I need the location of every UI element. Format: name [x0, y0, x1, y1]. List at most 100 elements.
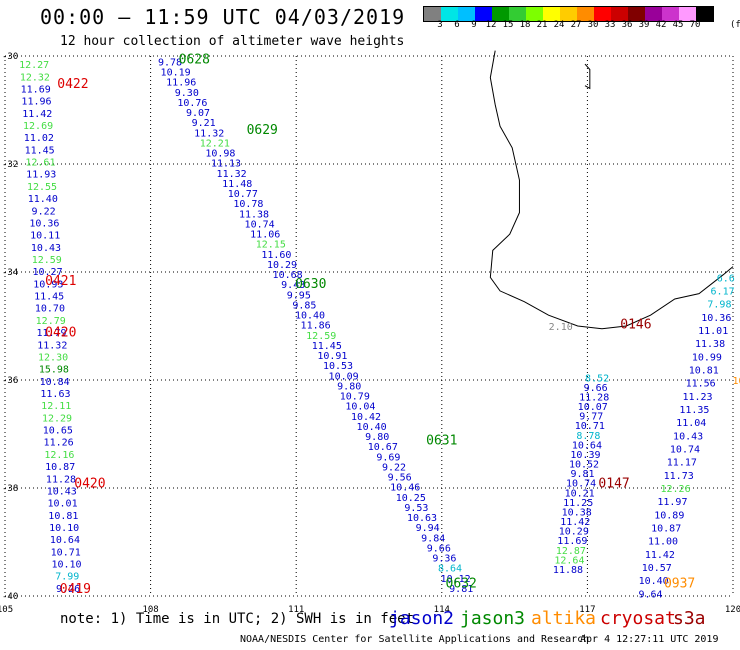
wave-height-value: 9.69: [376, 452, 400, 463]
wave-height-value: 11.00: [648, 537, 678, 548]
colorbar-tick: 15: [502, 20, 514, 30]
wave-height-value: 9.78: [158, 57, 182, 68]
wave-height-value: 11.38: [695, 339, 725, 350]
colorbar-swatch: [441, 7, 458, 21]
wave-height-value: 11.69: [557, 536, 587, 547]
latitude-label: -40: [2, 592, 18, 602]
wave-height-value: 9.43: [281, 280, 305, 291]
wave-height-value: 10.40: [295, 311, 325, 322]
wave-height-value: 9.26: [56, 584, 80, 595]
wave-height-value: 8.52: [585, 373, 609, 384]
wave-height-value: 10.81: [689, 366, 719, 377]
wave-height-value: 12.87: [556, 546, 586, 557]
wave-height-value: 12.26: [661, 484, 691, 495]
wave-height-value: 9.66: [427, 543, 451, 554]
wave-height-value: 10.81: [48, 511, 78, 522]
colorbar-swatch: [577, 7, 594, 21]
legend-s3a: s3a: [673, 608, 706, 629]
colorbar-tick: 27: [570, 20, 582, 30]
wave-height-value: 9.80: [337, 381, 361, 392]
wave-height-value: 9.30: [175, 88, 199, 99]
colorbar-swatch: [560, 7, 577, 21]
wave-height-value: 12.59: [306, 331, 336, 342]
wave-height-value: 12.61: [25, 158, 55, 169]
wave-height-value: 12.29: [42, 413, 72, 424]
colorbar-swatch: [475, 7, 492, 21]
wave-height-value: 11.23: [682, 392, 712, 403]
coastline: [489, 50, 734, 330]
colorbar-swatch: [679, 7, 696, 21]
wave-height-value: 9.66: [584, 383, 608, 394]
wave-height-value: 11.32: [217, 169, 247, 180]
wave-height-value: 11.96: [166, 78, 196, 89]
wave-height-value: 10.27: [32, 267, 62, 278]
latitude-label: -38: [2, 484, 18, 494]
colorbar-swatch: [526, 7, 543, 21]
pass-time-label: 0628: [179, 53, 210, 68]
wave-height-value: 11.32: [37, 340, 67, 351]
wave-height-value: 11.04: [676, 418, 706, 429]
colorbar-tick: 6: [454, 20, 460, 30]
wave-height-value: 6.17: [711, 287, 735, 298]
wave-height-value: 9.56: [388, 473, 412, 484]
pass-time-label: 0420: [74, 477, 105, 492]
latitude-label: -32: [2, 160, 18, 170]
wave-height-value: 11.42: [560, 517, 590, 528]
wave-height-value: 10.36: [701, 313, 731, 324]
colorbar-tick: 18: [519, 20, 531, 30]
colorbar-swatch: [424, 7, 441, 21]
wave-height-value: 8.64: [438, 564, 462, 575]
colorbar-tick-labels: 3 6 9 12 15 18 21 24 27 30 33 36 39 42 45 70: [0, 20, 740, 32]
wave-height-value: 10.57: [642, 563, 672, 574]
wave-height-value: 11.45: [25, 145, 55, 156]
wave-height-value: 11.69: [21, 84, 51, 95]
wave-height-value: 11.28: [579, 392, 609, 403]
wave-height-value: 9.77: [579, 412, 603, 423]
wave-height-value: 12.55: [27, 182, 57, 193]
colorbar-swatch: [662, 7, 679, 21]
pass-time-label: 0421: [45, 274, 76, 289]
wave-height-value: 10.74: [566, 479, 596, 490]
wave-height-value: 10.74: [245, 219, 275, 230]
wave-height-value: 10.01: [48, 499, 78, 510]
wave-height-value: 10.11: [30, 231, 60, 242]
legend-altika: altika: [531, 608, 597, 629]
wave-height-value: 9.80: [365, 432, 389, 443]
wave-height-value: 10.78: [233, 199, 263, 210]
wave-height-value: 6.6: [717, 273, 735, 284]
pass-time-label: 0146: [620, 317, 651, 332]
wave-height-value: 10.71: [51, 547, 81, 558]
wave-height-value: 11.38: [239, 209, 269, 220]
wave-height-value: 10.65: [43, 426, 73, 437]
wave-height-value: 2.10: [549, 322, 573, 333]
wave-height-value: 10.42: [351, 412, 381, 423]
colorbar-swatch: [543, 7, 560, 21]
colorbar-swatch: [628, 7, 645, 21]
wave-height-value: 10.67: [368, 442, 398, 453]
longitude-label: 120: [725, 605, 740, 615]
pass-time-label: 0632: [446, 577, 477, 592]
wave-height-value: 10.99: [692, 352, 722, 363]
wave-height-value: 10.46: [390, 483, 420, 494]
wave-height-value: 10.77: [228, 189, 258, 200]
wave-height-value: 11.40: [28, 194, 58, 205]
wave-height-value: 11.60: [261, 250, 291, 261]
longitude-label: 108: [142, 605, 158, 615]
wave-height-value: 10.29: [267, 260, 297, 271]
pass-time-label: 0420: [45, 325, 76, 340]
colorbar-tick: 12: [485, 20, 497, 30]
wave-height-value: 11.32: [194, 128, 224, 139]
colorbar-swatch: [458, 7, 475, 21]
pass-time-label: 0147: [598, 477, 629, 492]
wave-height-value: 10.21: [565, 488, 595, 499]
colorbar-swatch: [509, 7, 526, 21]
wave-height-value: 12.30: [38, 352, 68, 363]
longitude-label: 114: [434, 605, 450, 615]
wave-height-value: 11.01: [698, 326, 728, 337]
wave-height-value: 10: [733, 376, 740, 387]
wave-height-value: 10.25: [396, 493, 426, 504]
footer-credit: NOAA/NESDIS Center for Satellite Applica…: [240, 634, 590, 645]
colorbar-swatch: [611, 7, 628, 21]
wave-height-value: 10.76: [177, 98, 207, 109]
